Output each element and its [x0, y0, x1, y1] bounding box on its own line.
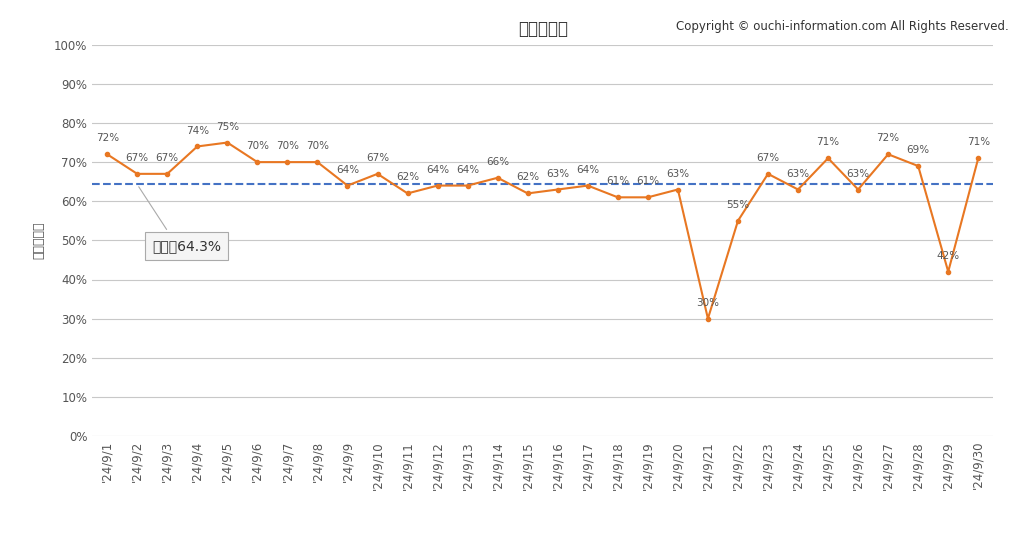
Text: 70%: 70%	[306, 141, 329, 151]
Text: 67%: 67%	[126, 153, 148, 163]
Text: 70%: 70%	[275, 141, 299, 151]
Text: 67%: 67%	[156, 153, 179, 163]
Text: 61%: 61%	[636, 177, 659, 186]
Text: 72%: 72%	[877, 134, 900, 143]
Text: 61%: 61%	[606, 177, 630, 186]
Text: 63%: 63%	[786, 169, 810, 178]
Text: 63%: 63%	[667, 169, 689, 178]
Text: 72%: 72%	[95, 134, 119, 143]
Text: 70%: 70%	[246, 141, 269, 151]
Y-axis label: 電力自給率: 電力自給率	[33, 221, 46, 259]
Text: 69%: 69%	[906, 145, 930, 155]
Text: 64%: 64%	[336, 165, 359, 174]
Text: 71%: 71%	[967, 138, 990, 147]
Text: 71%: 71%	[816, 138, 840, 147]
Title: 電力自給率: 電力自給率	[518, 20, 567, 37]
Text: 64%: 64%	[456, 165, 479, 174]
Text: 55%: 55%	[726, 200, 750, 210]
Text: 67%: 67%	[757, 153, 779, 163]
Text: 63%: 63%	[847, 169, 869, 178]
Text: 74%: 74%	[185, 126, 209, 135]
Text: 75%: 75%	[216, 122, 239, 131]
Text: 64%: 64%	[426, 165, 450, 174]
Text: Copyright © ouchi-information.com All Rights Reserved.: Copyright © ouchi-information.com All Ri…	[676, 20, 1009, 32]
Text: 62%: 62%	[516, 173, 540, 182]
Text: 平均：64.3%: 平均：64.3%	[138, 187, 221, 253]
Text: 42%: 42%	[937, 251, 959, 260]
Text: 62%: 62%	[396, 173, 419, 182]
Text: 67%: 67%	[366, 153, 389, 163]
Text: 64%: 64%	[577, 165, 599, 174]
Text: 30%: 30%	[696, 298, 720, 307]
Text: 66%: 66%	[486, 157, 509, 167]
Text: 63%: 63%	[546, 169, 569, 178]
